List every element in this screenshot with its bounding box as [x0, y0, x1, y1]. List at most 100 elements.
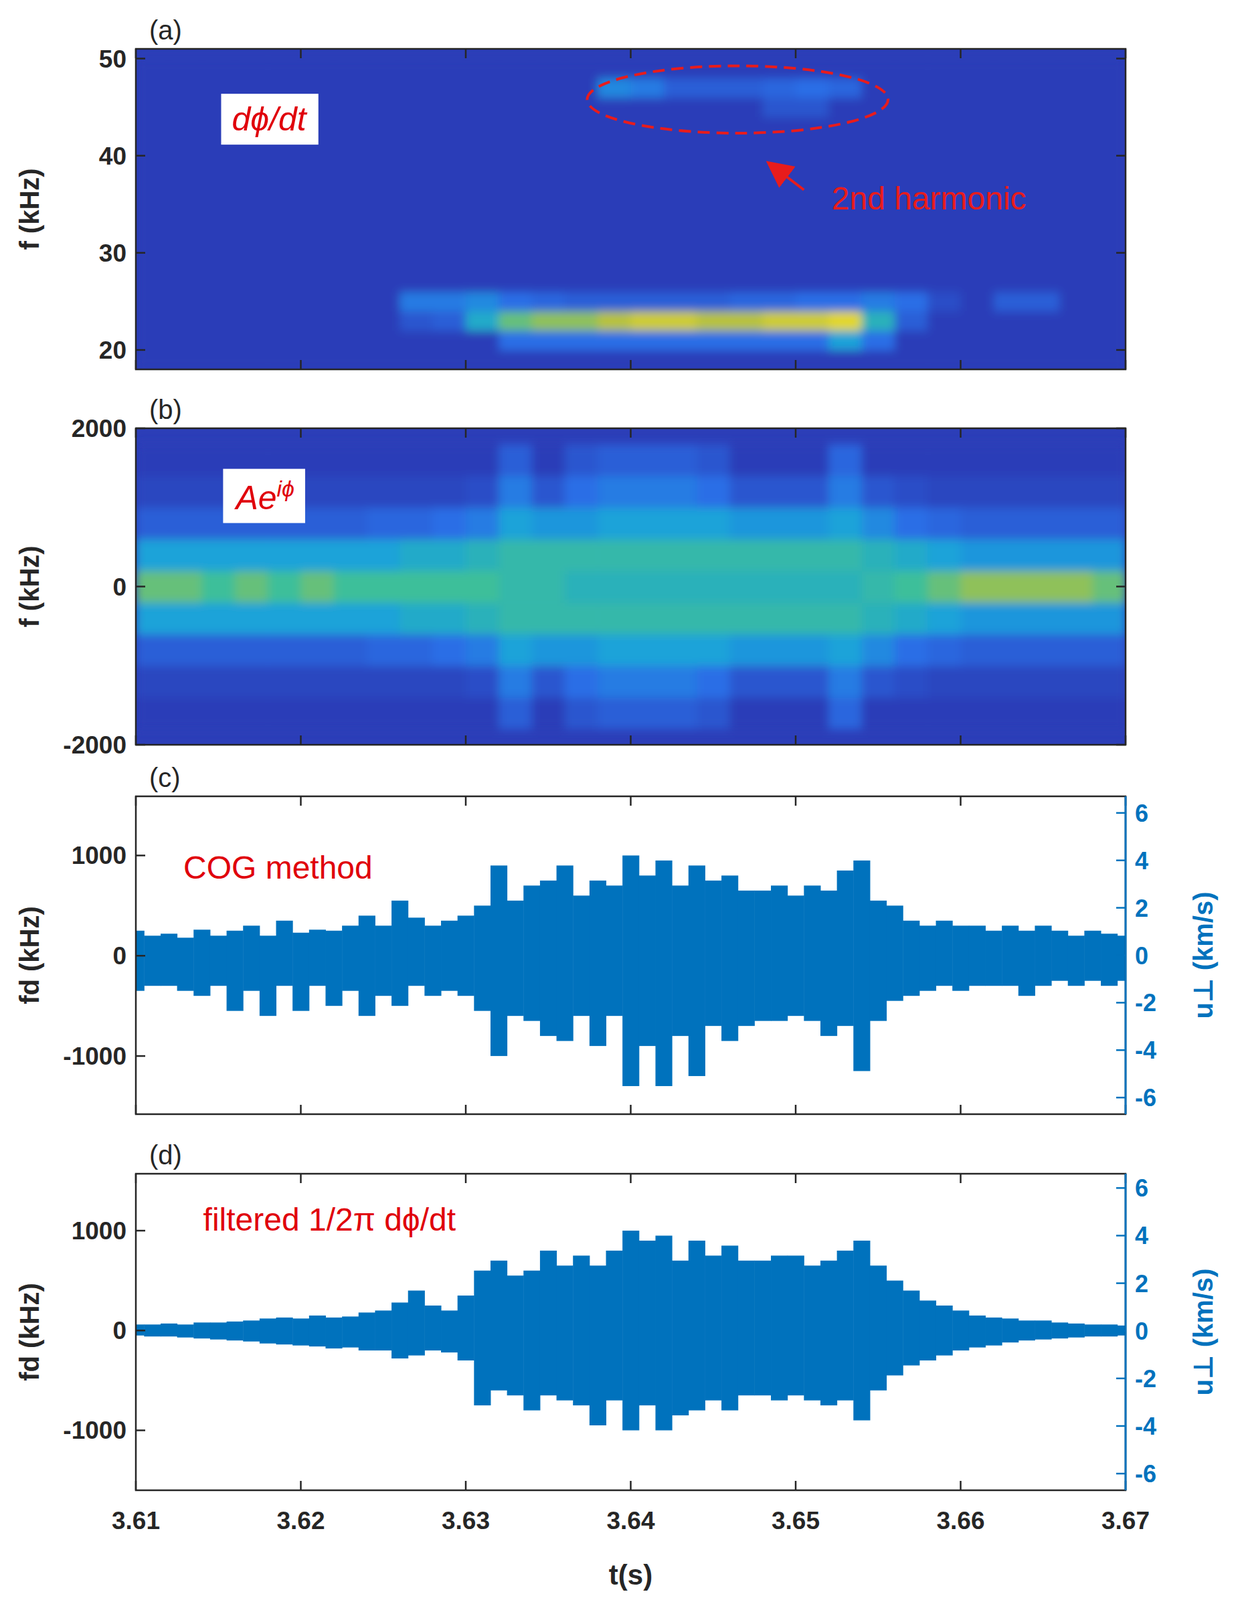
heatmap-cell [729, 665, 763, 698]
heatmap-cell [168, 602, 203, 635]
callout-label: 2nd harmonic [831, 180, 1027, 217]
heatmap-cell [234, 602, 269, 635]
heatmap-cell [1059, 58, 1093, 79]
heatmap-cell [532, 602, 566, 635]
heatmap-cell [267, 214, 302, 235]
x-tick [794, 735, 798, 745]
heatmap-cell [1026, 475, 1060, 508]
heatmap-cell [168, 233, 203, 254]
heatmap-cell [498, 665, 533, 698]
heatmap-cell [1059, 252, 1093, 274]
heatmap-cell [894, 252, 929, 274]
heatmap-cell [202, 155, 236, 176]
heatmap-cell [135, 175, 170, 196]
heatmap-cell [498, 570, 533, 603]
heatmap-cell [267, 233, 302, 254]
signal-envelope [325, 1317, 342, 1349]
signal-envelope [754, 890, 771, 1022]
heatmap-cell [366, 136, 401, 157]
signal-envelope [1051, 1322, 1069, 1339]
signal-envelope [259, 1318, 277, 1344]
heatmap-cell [993, 665, 1028, 698]
heatmap-cell [894, 311, 929, 332]
heatmap-cell [993, 58, 1028, 79]
heatmap-cell [432, 697, 467, 730]
heatmap-cell [532, 272, 566, 293]
heatmap-cell [993, 633, 1028, 666]
heatmap-cell [1059, 665, 1093, 698]
x-tick [135, 1480, 138, 1491]
heatmap-cell [135, 136, 170, 157]
x-tick [1124, 428, 1127, 438]
heatmap-cell [267, 58, 302, 79]
heatmap-cell [927, 349, 961, 370]
heatmap-cell [1092, 291, 1126, 312]
heatmap-cell [729, 330, 763, 351]
signal-envelope [721, 875, 739, 1041]
heatmap-cell [762, 539, 797, 572]
heatmap-cell [168, 175, 203, 196]
signal-envelope [177, 1324, 195, 1338]
heatmap-cell [564, 602, 599, 635]
heatmap-cell [828, 602, 862, 635]
signal-envelope [820, 890, 838, 1036]
x-tick [629, 735, 632, 745]
heatmap-cell [1059, 155, 1093, 176]
y-tick [135, 1229, 146, 1232]
y-tick-label: 1000 [71, 841, 127, 870]
heatmap-cell [432, 570, 467, 603]
heatmap-cell [399, 117, 433, 138]
heatmap-cell [696, 330, 731, 351]
heatmap-cell [267, 602, 302, 635]
heatmap-cell [432, 252, 467, 274]
heatmap-cell [498, 697, 533, 730]
heatmap-cell [532, 252, 566, 274]
heatmap-cell [234, 349, 269, 370]
signal-envelope [259, 935, 277, 1016]
heatmap-cell [993, 117, 1028, 138]
heatmap-cell [465, 136, 500, 157]
panel-label: (c) [149, 762, 181, 793]
heatmap-cell [631, 602, 665, 635]
heatmap-cell [399, 444, 433, 477]
heatmap-cell [234, 330, 269, 351]
y2-tick-label: 6 [1134, 1174, 1149, 1202]
signal-envelope [473, 905, 491, 1011]
heatmap-cell [432, 155, 467, 176]
y-tick [1116, 585, 1126, 588]
heatmap-cell [366, 507, 401, 540]
heatmap-cell [631, 330, 665, 351]
heatmap-cell [267, 539, 302, 572]
x-tick [629, 796, 632, 806]
heatmap-cell [663, 444, 698, 477]
heatmap-cell [366, 665, 401, 698]
x-tick [794, 360, 798, 370]
signal-envelope [952, 1310, 969, 1351]
heatmap-cell [696, 665, 731, 698]
heatmap-cell [1026, 272, 1060, 293]
heatmap-cell [1026, 136, 1060, 157]
heatmap-cell [894, 633, 929, 666]
heatmap-cell [333, 291, 368, 312]
heatmap-cell [399, 175, 433, 196]
signal-envelope [143, 935, 161, 986]
heatmap-cell [366, 444, 401, 477]
heatmap-cell [597, 175, 632, 196]
x-tick [299, 360, 302, 370]
heatmap-cell [927, 291, 961, 312]
heatmap-cell [564, 665, 599, 698]
heatmap-cell [267, 633, 302, 666]
heatmap-cell [399, 311, 433, 332]
heatmap-cell [597, 475, 632, 508]
heatmap-cell [960, 349, 995, 370]
heatmap-cell [894, 349, 929, 370]
heatmap-cell [696, 78, 731, 99]
heatmap-cell [993, 475, 1028, 508]
heatmap-cell [564, 633, 599, 666]
heatmap-cell [795, 155, 830, 176]
heatmap-cell [696, 633, 731, 666]
heatmap-cell [729, 233, 763, 254]
y-tick-label: 0 [112, 573, 127, 601]
heatmap-cell [234, 155, 269, 176]
heatmap-cell [663, 330, 698, 351]
